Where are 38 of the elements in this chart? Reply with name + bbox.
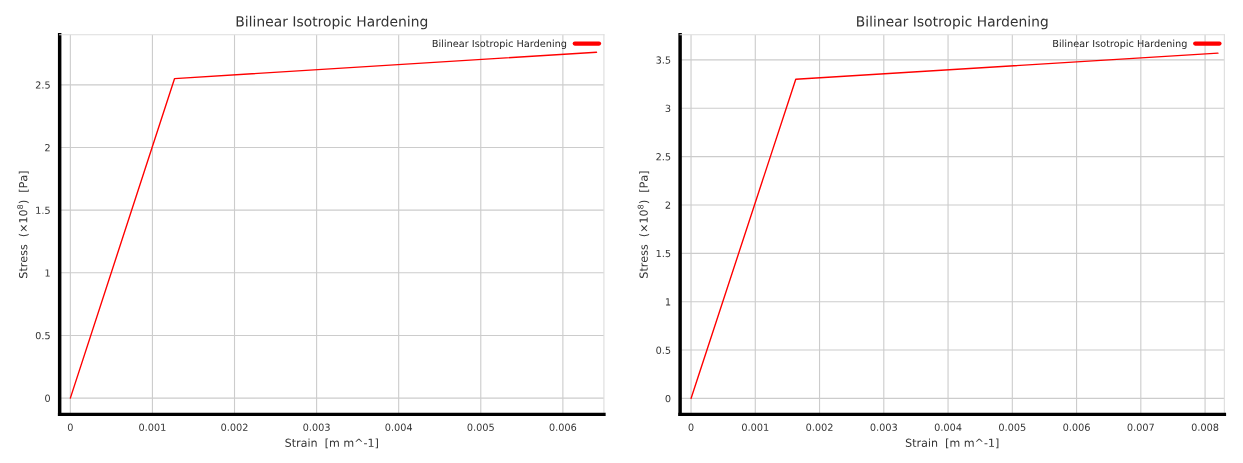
x-tick-label: 0.002 — [221, 423, 248, 431]
y-tick-label: 1.5 — [656, 249, 671, 258]
y-axis-title: Stress (×10$^{8}$) [Pa] — [637, 171, 650, 278]
x-tick-label: 0.001 — [742, 423, 769, 431]
y-tick-label: 3 — [665, 104, 671, 113]
x-tick-label: 0.005 — [999, 423, 1026, 431]
x-tick-label: 0.008 — [1191, 423, 1219, 431]
x-tick-label: 0.003 — [303, 423, 330, 431]
y-tick-label: 0 — [665, 394, 671, 403]
y-tick-label: 2 — [665, 201, 671, 209]
x-tick-label: 0.004 — [934, 423, 962, 431]
x-tick-label: 0.001 — [139, 423, 166, 431]
x-tick-label: 0.007 — [1127, 423, 1154, 431]
y-tick-label: 3.5 — [656, 56, 671, 64]
x-axis-title: Strain [m m^-1] — [905, 438, 999, 449]
x-tick-label: 0.004 — [385, 423, 413, 431]
y-tick-label: 1 — [45, 269, 50, 277]
y-tick-label: 0.5 — [35, 331, 50, 340]
legend-label: Bilinear Isotropic Hardening — [1053, 39, 1187, 49]
x-tick-label: 0.006 — [549, 423, 577, 431]
chart-title: Bilinear Isotropic Hardening — [857, 15, 1048, 30]
y-tick-label: 0.5 — [656, 346, 671, 354]
chart-title: Bilinear Isotropic Hardening — [236, 15, 428, 30]
y-tick-label: 1.5 — [36, 206, 50, 214]
y-axis-title: Stress (×10$^{8}$) [Pa] — [17, 171, 29, 278]
legend-label: Bilinear Isotropic Hardening — [432, 39, 567, 49]
x-tick-label: 0 — [67, 423, 73, 431]
x-tick-label: 0.002 — [806, 423, 833, 431]
y-tick-label: 2.5 — [656, 153, 671, 161]
y-tick-label: 1 — [665, 298, 671, 306]
x-axis-title: Strain [m m^-1] — [285, 438, 378, 449]
x-tick-label: 0.003 — [870, 423, 897, 431]
x-tick-label: 0.005 — [467, 423, 494, 431]
x-tick-label: 0.006 — [1063, 423, 1090, 431]
x-tick-label: 0 — [688, 423, 694, 431]
y-tick-label: 2 — [45, 143, 50, 152]
y-tick-label: 0 — [45, 394, 50, 402]
y-tick-label: 2.5 — [35, 81, 50, 89]
